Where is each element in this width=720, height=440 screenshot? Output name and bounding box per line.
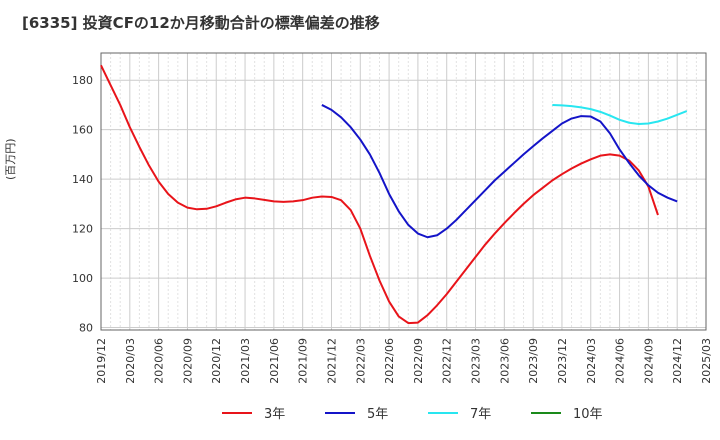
y-tick-label: 100 [72, 272, 93, 285]
x-tick-label: 2020/12 [210, 338, 223, 384]
series-line-3年 [100, 64, 659, 325]
x-tick-label: 2020/03 [124, 338, 137, 384]
plot-area [101, 53, 706, 330]
x-tick-label: 2021/03 [239, 338, 252, 384]
series-line-7年 [552, 103, 688, 125]
x-tick-label: 2024/03 [585, 338, 598, 384]
plot-frame [100, 52, 707, 331]
x-tick-label: 2020/09 [181, 338, 194, 384]
x-tick-label: 2024/06 [614, 338, 627, 384]
x-tick-label: 2023/12 [556, 338, 569, 384]
legend-label: 3年 [264, 407, 285, 422]
legend-label: 10年 [573, 407, 603, 422]
legend-label: 5年 [367, 407, 388, 422]
x-tick-label: 2023/03 [470, 338, 483, 384]
x-tick-label: 2024/09 [642, 338, 655, 384]
x-tick-label: 2022/12 [441, 338, 454, 384]
series-line-5年 [321, 104, 678, 239]
y-tick-label: 140 [72, 173, 93, 186]
x-tick-label: 2021/06 [268, 338, 281, 384]
x-tick-label: 2020/06 [153, 338, 166, 384]
y-tick-label: 80 [79, 322, 93, 335]
x-tick-label: 2021/09 [297, 338, 310, 384]
chart-title: [6335] 投資CFの12か月移動合計の標準偏差の推移 [22, 14, 380, 32]
x-tick-label: 2022/09 [412, 338, 425, 384]
x-tick-label: 2023/06 [498, 338, 511, 384]
x-tick-label: 2025/03 [700, 338, 713, 384]
x-tick-label: 2021/12 [325, 338, 338, 384]
x-tick-label: 2022/03 [354, 338, 367, 384]
x-tick-label: 2022/06 [383, 338, 396, 384]
y-tick-label: 180 [72, 74, 93, 87]
x-tick-label: 2019/12 [95, 338, 108, 384]
x-tick-label: 2023/09 [527, 338, 540, 384]
y-tick-label: 160 [72, 124, 93, 137]
legend-label: 7年 [470, 407, 491, 422]
y-tick-label: 120 [72, 223, 93, 236]
x-tick-label: 2024/12 [671, 338, 684, 384]
